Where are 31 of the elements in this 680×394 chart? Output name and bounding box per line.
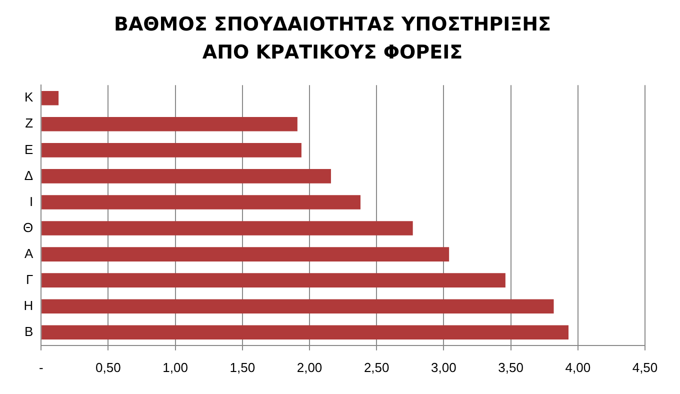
y-tick-label: Ι <box>29 194 34 209</box>
bar <box>42 325 569 340</box>
bar <box>42 273 506 288</box>
bar <box>42 221 413 236</box>
y-tick-label: Κ <box>24 90 34 105</box>
y-tick-label: Η <box>24 298 34 313</box>
bar <box>42 195 360 210</box>
x-tick-label: - <box>38 360 44 375</box>
y-tick-label: Ζ <box>25 116 34 131</box>
y-tick-label: Β <box>24 324 34 339</box>
bar <box>42 169 331 184</box>
x-tick-label: 2,50 <box>364 360 390 375</box>
chart-title: ΒΑΘΜΟΣ ΣΠΟΥΔΑΙΟΤΗΤΑΣ ΥΠΟΣΤΗΡΙΞΗΣ ΑΠΟ ΚΡΑΤΙΚΟΥΣ ΦΟΡΕΙΣ <box>114 14 552 64</box>
y-tick-label: Δ <box>24 168 34 183</box>
bar <box>42 143 302 158</box>
x-tick-label: 3,50 <box>498 360 524 375</box>
y-tick-label: Ε <box>24 142 34 157</box>
x-tick-label: 0,50 <box>96 360 121 375</box>
bar <box>42 90 59 106</box>
y-tick-label: Α <box>24 246 34 261</box>
y-tick-label: Θ <box>22 220 34 235</box>
x-tick-label: 1,00 <box>162 360 188 375</box>
bar <box>42 299 554 314</box>
x-tick-label: 4,00 <box>565 360 591 375</box>
y-tick-label: Γ <box>26 272 34 287</box>
x-tick-label: 1,50 <box>230 360 256 375</box>
x-tick-label: 2,00 <box>296 360 322 375</box>
x-tick-label: 3,00 <box>431 360 456 375</box>
bar <box>42 247 450 262</box>
x-tick-label: 4,50 <box>632 360 658 375</box>
bar <box>42 116 298 132</box>
